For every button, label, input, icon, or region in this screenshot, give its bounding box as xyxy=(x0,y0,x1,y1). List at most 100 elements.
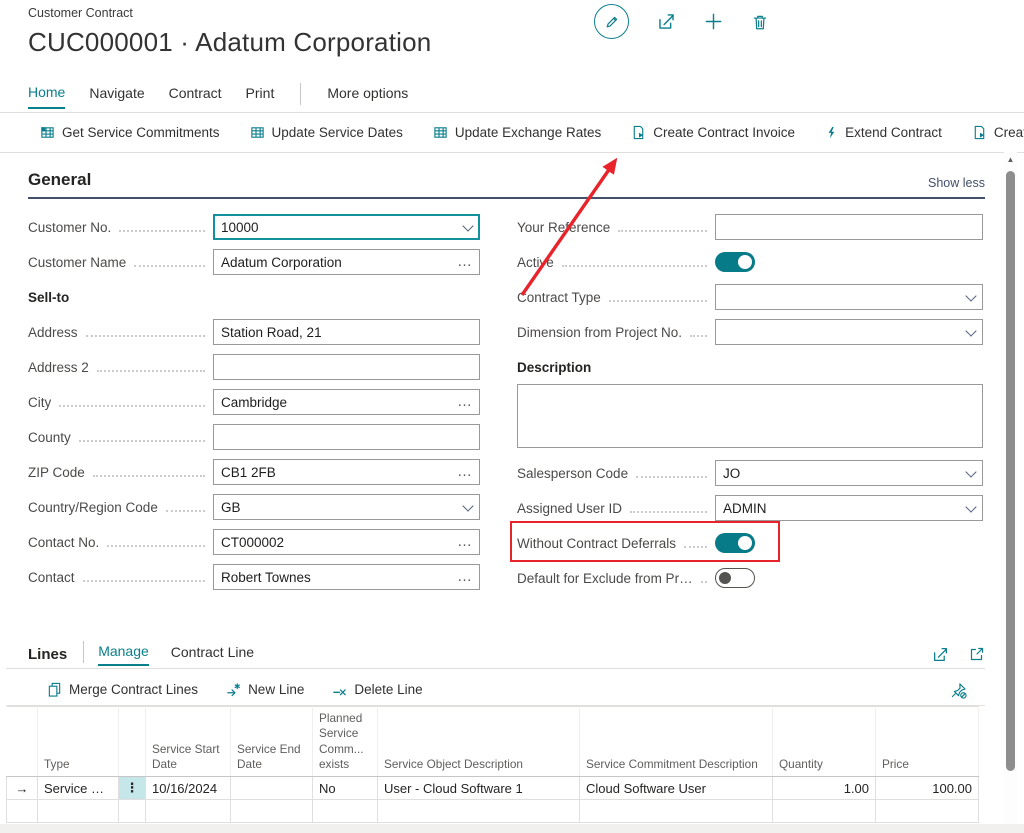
country-region-input[interactable]: GB xyxy=(213,494,480,520)
action-label: Extend Contract xyxy=(845,125,942,140)
cell-service-start-date[interactable]: 10/16/2024 xyxy=(145,776,231,801)
cell-planned-service-comm-exists[interactable]: No xyxy=(312,776,378,801)
divider xyxy=(0,152,1024,153)
dotted-leader xyxy=(78,440,205,442)
tab-manage[interactable]: Manage xyxy=(98,643,149,666)
create-contract-renewal-button[interactable]: Create Contract Renewal xyxy=(972,125,1024,140)
chevron-down-icon[interactable] xyxy=(965,500,977,513)
new-line-button[interactable]: New Line xyxy=(226,682,304,697)
column-header-service-end-date[interactable]: Service End Date xyxy=(230,706,313,778)
tab-contract-line[interactable]: Contract Line xyxy=(170,643,255,660)
chevron-down-icon[interactable] xyxy=(965,465,977,478)
address-input[interactable]: Station Road, 21 xyxy=(213,319,480,345)
field-contract-type: Contract Type xyxy=(517,284,983,310)
dotted-leader xyxy=(608,300,707,302)
customer-no-input[interactable]: 10000 xyxy=(213,214,480,240)
description-subheader: Description xyxy=(517,359,592,375)
column-header-type[interactable]: Type xyxy=(37,706,119,778)
field-label: Country/Region Code xyxy=(28,499,158,515)
annotation-arrow xyxy=(520,157,618,296)
assist-edit-icon[interactable]: … xyxy=(457,533,472,550)
edit-button[interactable] xyxy=(594,4,629,39)
city-input[interactable]: Cambridge … xyxy=(213,389,480,415)
dotted-leader xyxy=(630,511,707,513)
cell-price[interactable]: 100.00 xyxy=(875,776,979,801)
scrollbar-thumb[interactable] xyxy=(1006,171,1015,771)
chevron-down-icon[interactable] xyxy=(965,289,977,302)
table-row[interactable]: → Service Co... ⋮ 10/16/2024 No User - C… xyxy=(6,776,979,801)
column-header-quantity[interactable]: Quantity xyxy=(772,706,876,778)
vertical-scrollbar[interactable]: ▲ xyxy=(1004,152,1017,824)
cell-quantity[interactable]: 1.00 xyxy=(772,776,876,801)
tab-navigate[interactable]: Navigate xyxy=(89,84,145,101)
tabbar-divider xyxy=(300,83,302,105)
chevron-down-icon[interactable] xyxy=(462,219,474,232)
menu-tabbar: Home Navigate Contract Print More option… xyxy=(28,83,408,109)
column-header-price[interactable]: Price xyxy=(875,706,979,778)
delete-icon[interactable] xyxy=(751,13,769,31)
customer-name-input[interactable]: Adatum Corporation … xyxy=(213,249,480,275)
table-row-empty[interactable] xyxy=(6,799,979,824)
active-toggle[interactable] xyxy=(715,252,755,272)
salesperson-code-input[interactable]: JO xyxy=(715,460,983,486)
get-service-commitments-button[interactable]: Get Service Commitments xyxy=(40,125,220,140)
dimension-from-project-input[interactable] xyxy=(715,319,983,345)
general-section-title[interactable]: General xyxy=(28,170,92,189)
tab-print[interactable]: Print xyxy=(245,84,275,101)
pencil-icon xyxy=(604,14,620,30)
scroll-up-arrow-icon[interactable]: ▲ xyxy=(1006,155,1015,164)
field-label: Default for Exclude from Price... xyxy=(517,570,693,586)
assigned-user-id-input[interactable]: ADMIN xyxy=(715,495,983,521)
create-contract-invoice-button[interactable]: Create Contract Invoice xyxy=(631,125,795,140)
share-icon[interactable] xyxy=(932,646,949,663)
contract-type-input[interactable] xyxy=(715,284,983,310)
column-header-service-commitment-description[interactable]: Service Commitment Description xyxy=(579,706,773,778)
unpin-icon[interactable] xyxy=(950,682,967,699)
field-label: County xyxy=(28,429,71,445)
lightning-icon xyxy=(825,125,838,140)
without-contract-deferrals-toggle[interactable] xyxy=(715,533,755,553)
field-address-2: Address 2 xyxy=(28,354,480,380)
merge-contract-lines-button[interactable]: Merge Contract Lines xyxy=(47,682,198,697)
description-textarea[interactable] xyxy=(517,384,983,448)
field-label: Contact No. xyxy=(28,534,100,550)
delete-line-button[interactable]: Delete Line xyxy=(332,682,423,697)
your-reference-input[interactable] xyxy=(715,214,983,240)
cell-service-end-date[interactable] xyxy=(230,776,313,801)
contact-no-input[interactable]: CT000002 … xyxy=(213,529,480,555)
default-exclude-from-price-toggle[interactable] xyxy=(715,568,755,588)
update-service-dates-button[interactable]: Update Service Dates xyxy=(250,125,403,140)
column-header-planned-service-comm-exists[interactable]: Planned Service Comm... exists xyxy=(312,706,378,778)
contact-input[interactable]: Robert Townes … xyxy=(213,564,480,590)
update-exchange-rates-button[interactable]: Update Exchange Rates xyxy=(433,125,601,140)
field-address: Address Station Road, 21 xyxy=(28,319,480,345)
zip-code-input[interactable]: CB1 2FB … xyxy=(213,459,480,485)
open-in-new-window-icon[interactable] xyxy=(969,646,985,662)
column-header-service-start-date[interactable]: Service Start Date xyxy=(145,706,231,778)
county-input[interactable] xyxy=(213,424,480,450)
tab-home[interactable]: Home xyxy=(28,84,66,109)
share-icon[interactable] xyxy=(657,12,676,31)
assist-edit-icon[interactable]: … xyxy=(457,253,472,270)
tab-more-options[interactable]: More options xyxy=(327,84,409,101)
extend-contract-button[interactable]: Extend Contract xyxy=(825,125,942,140)
chevron-down-icon[interactable] xyxy=(965,324,977,337)
action-label: New Line xyxy=(248,681,305,697)
cell-service-object-description[interactable]: User - Cloud Software 1 xyxy=(377,776,580,801)
show-less-link[interactable]: Show less xyxy=(928,176,985,190)
cell-service-commitment-description[interactable]: Cloud Software User xyxy=(579,776,773,801)
row-menu-button[interactable]: ⋮ xyxy=(118,776,146,801)
grid-icon xyxy=(433,125,448,140)
tab-contract[interactable]: Contract xyxy=(168,84,222,101)
column-header-service-object-description[interactable]: Service Object Description xyxy=(377,706,580,778)
assist-edit-icon[interactable]: … xyxy=(457,393,472,410)
new-icon[interactable] xyxy=(704,12,723,31)
address-2-input[interactable] xyxy=(213,354,480,380)
chevron-down-icon[interactable] xyxy=(462,499,474,512)
dotted-leader xyxy=(82,580,205,582)
field-label: Contact xyxy=(28,569,75,585)
assist-edit-icon[interactable]: … xyxy=(457,463,472,480)
field-label: Salesperson Code xyxy=(517,465,629,481)
assist-edit-icon[interactable]: … xyxy=(457,568,472,585)
cell-type[interactable]: Service Co... xyxy=(37,776,119,801)
